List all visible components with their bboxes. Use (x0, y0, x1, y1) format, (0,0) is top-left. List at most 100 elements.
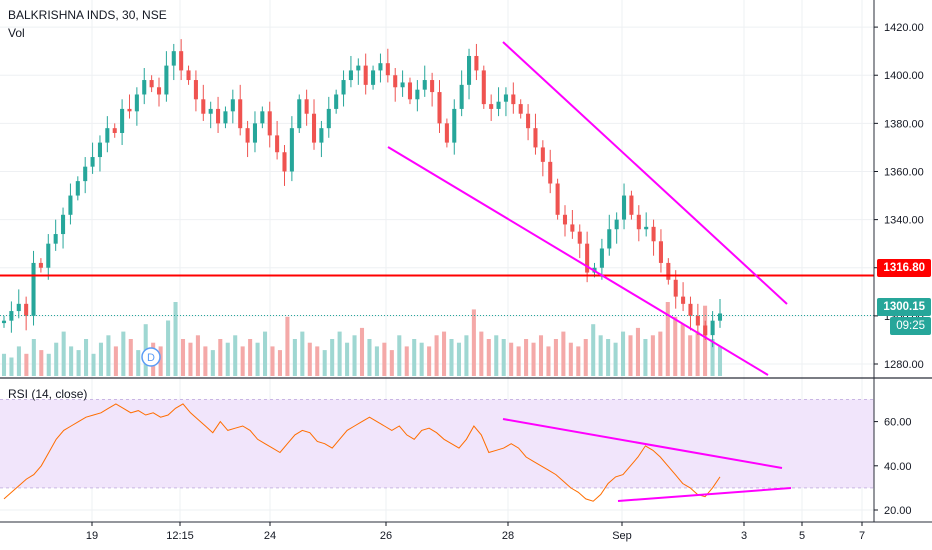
candle-body (644, 226, 649, 230)
candle-body (230, 99, 235, 112)
volume-bar (270, 346, 275, 376)
candle-body (68, 195, 73, 215)
volume-bar (456, 342, 461, 376)
current-price-tag: 1300.15 (877, 298, 931, 316)
rsi-tick-label: 20.00 (884, 505, 912, 517)
volume-bar (367, 339, 372, 376)
price-tick-label: 1360.00 (884, 166, 924, 178)
volume-bar (524, 339, 529, 376)
candle-body (415, 89, 420, 100)
time-tick-label: 12:15 (166, 530, 194, 542)
rsi-label: RSI (14, close) (8, 387, 88, 401)
rsi-upper-trendline (502, 418, 783, 469)
volume-bar (195, 335, 200, 376)
dividend-circle (141, 347, 161, 367)
candle-body (24, 303, 29, 316)
volume-bar (277, 350, 282, 376)
candle-body (38, 262, 43, 268)
volume-bar (1, 353, 7, 376)
volume-bar (658, 331, 663, 376)
volume-bar (255, 342, 260, 376)
volume-bar (703, 305, 708, 376)
candle-body (16, 303, 21, 312)
volume-bar (210, 350, 215, 376)
candle-body (186, 70, 191, 81)
candle-body (289, 128, 294, 172)
volume-bar (561, 331, 566, 376)
candle-body (1, 320, 7, 324)
drawings[interactable] (0, 41, 874, 502)
candle-body (282, 152, 287, 172)
candle-body (179, 51, 184, 71)
candle-body (171, 51, 176, 66)
volume-bar (173, 302, 178, 376)
upper-trendline (502, 41, 788, 305)
candle-body (371, 70, 376, 85)
candle-body (666, 262, 671, 280)
candle-body (562, 214, 568, 225)
rsi-pane (0, 399, 874, 502)
candle-body (238, 99, 243, 129)
volume-bar (531, 342, 536, 376)
candle-body (127, 108, 132, 112)
volume-bar (680, 324, 685, 376)
candle-body (496, 101, 501, 109)
volume-bar (345, 342, 350, 376)
volume-bar (31, 339, 36, 376)
candle-body (688, 303, 693, 316)
volume-bar (136, 350, 141, 376)
volume-bar (471, 309, 476, 376)
volume-bar (553, 339, 558, 376)
volume-bar (166, 320, 171, 376)
volume-bar (568, 342, 573, 376)
volume-bar (464, 335, 469, 376)
candle-body (134, 94, 139, 112)
rsi-lower-trendline (617, 487, 792, 502)
candle-body (164, 65, 169, 95)
volume-bar (419, 342, 424, 376)
volume-bar (359, 327, 365, 376)
volume-bar (203, 346, 208, 376)
candle-body (156, 87, 162, 95)
time-tick-label: 7 (859, 530, 865, 542)
volume-bar (710, 339, 715, 376)
candle-body (570, 224, 575, 232)
volume-bar (665, 302, 670, 376)
volume-bar (98, 342, 103, 376)
candle-body (223, 111, 228, 124)
volume-bar (673, 316, 678, 376)
volume-bar (613, 342, 618, 376)
volume-bar (606, 339, 611, 376)
volume-bar (248, 339, 253, 376)
time-tick-label: Sep (612, 530, 632, 542)
candle-body (319, 128, 324, 143)
candle-body (252, 123, 257, 143)
volume-bar (538, 335, 544, 376)
volume-bar (315, 346, 320, 376)
volume-bar (583, 339, 588, 376)
candle-body (348, 70, 353, 81)
candle-body (304, 99, 309, 114)
volume-bar (46, 353, 51, 376)
volume-bar (576, 346, 581, 376)
volume-bar (9, 357, 14, 376)
candle-body (334, 94, 339, 109)
volume-bar (591, 324, 596, 376)
volume-bar (285, 316, 290, 376)
dividend-letter: D (147, 352, 155, 364)
price-tick-label: 1340.00 (884, 215, 924, 227)
volume-bar (486, 339, 491, 376)
candle-body (149, 80, 154, 88)
support-price-tag: 1316.80 (877, 259, 931, 277)
volume-bar (69, 346, 74, 376)
volume-bar (643, 339, 648, 376)
candle-body (341, 80, 346, 95)
candle-body (31, 262, 36, 316)
candle-body (326, 108, 331, 129)
candle-body (120, 108, 125, 133)
candle-body (533, 128, 538, 148)
volume-bar (501, 339, 506, 376)
candle-body (607, 229, 612, 249)
volume-bar (106, 335, 111, 376)
